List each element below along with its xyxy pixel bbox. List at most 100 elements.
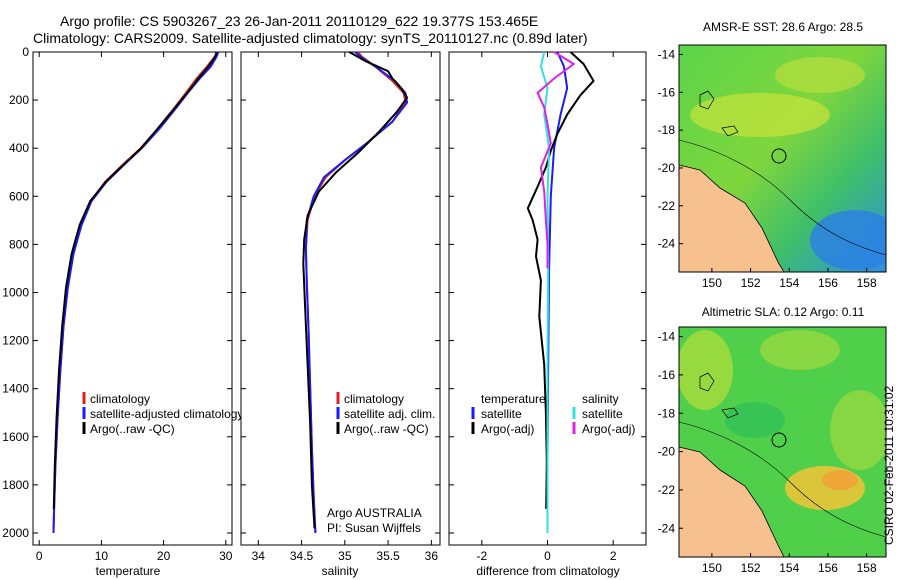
sst-warm-patch bbox=[690, 93, 830, 137]
legend-temp-argo-label: Argo(-adj) bbox=[481, 422, 534, 436]
map-y-tick-label: -14 bbox=[658, 330, 676, 344]
legend-salinity-title: salinity bbox=[582, 392, 619, 406]
sst-map-ticks: 150 152 154 156 158 -14 -16 -18 -20 -22 -24 bbox=[658, 47, 877, 290]
series-line-salinity-satellite bbox=[539, 51, 551, 533]
map-y-tick-label: -16 bbox=[658, 368, 676, 382]
legend-argo-label: Argo(..raw -QC) bbox=[90, 422, 175, 436]
x-tick-label: -2 bbox=[476, 549, 487, 563]
sst-argo-marker bbox=[771, 148, 787, 164]
difference-ticks: -2 0 2 bbox=[449, 51, 646, 563]
x-tick-label: 36 bbox=[425, 549, 439, 563]
map-x-tick-label: 154 bbox=[779, 561, 799, 575]
x-tick-label: 0 bbox=[544, 549, 551, 563]
map-y-tick-label: -24 bbox=[658, 237, 676, 251]
map-y-tick-label: -22 bbox=[658, 483, 676, 497]
legend-temperature-title: temperature bbox=[481, 392, 546, 406]
series-line-argo-raw-qc- bbox=[302, 51, 409, 529]
y-tick-label: 2000 bbox=[2, 526, 29, 540]
y-tick-label: 200 bbox=[9, 93, 29, 107]
y-tick-label: 800 bbox=[9, 237, 29, 251]
salinity-series bbox=[302, 51, 409, 534]
x-tick-label: 35.5 bbox=[376, 549, 400, 563]
sla-patch bbox=[830, 390, 886, 470]
legend-climatology-label: climatology bbox=[90, 392, 150, 406]
map-x-tick-label: 156 bbox=[818, 276, 838, 290]
y-tick-label: 1200 bbox=[2, 334, 29, 348]
map-y-tick-label: -24 bbox=[658, 521, 676, 535]
map-x-tick-label: 154 bbox=[779, 276, 799, 290]
salinity-xlabel: salinity bbox=[322, 564, 359, 578]
sst-shelf-contour bbox=[679, 139, 886, 256]
map-y-tick-label: -20 bbox=[658, 161, 676, 175]
map-y-tick-label: -18 bbox=[658, 406, 676, 420]
legend-sal-satellite-label: satellite bbox=[582, 407, 623, 421]
csiro-timestamp: CSIRO 02-Feb-2011 10:31:02 bbox=[882, 385, 896, 545]
sla-map-ticks: 150 152 154 156 158 -14 -16 -18 -20 -22 -24 bbox=[658, 330, 877, 575]
legend-climatology-label: climatology bbox=[344, 392, 404, 406]
sst-reef-outline bbox=[699, 90, 739, 137]
legend-satellite-label: satellite-adjusted climatology bbox=[90, 407, 243, 421]
map-y-tick-label: -16 bbox=[658, 85, 676, 99]
x-tick-label: 10 bbox=[95, 549, 109, 563]
sla-shelf-contour bbox=[679, 421, 886, 538]
legend-temp-satellite-label: satellite bbox=[481, 407, 522, 421]
annotation-pi: PI: Susan Wijffels bbox=[327, 521, 421, 535]
y-tick-label: 1800 bbox=[2, 478, 29, 492]
y-tick-label: 0 bbox=[22, 45, 29, 59]
x-tick-label: 2 bbox=[610, 549, 617, 563]
sst-map-frame bbox=[678, 44, 887, 273]
series-line-argo-raw-qc- bbox=[52, 51, 218, 509]
sla-map-field bbox=[679, 327, 886, 557]
sst-map-panel: AMSR-E SST: 28.6 Argo: 28.5 150 152 154 156… bbox=[658, 20, 887, 290]
y-tick-label: 1000 bbox=[2, 285, 29, 299]
map-x-tick-label: 158 bbox=[857, 561, 877, 575]
series-line-temperature-argo-adj- bbox=[526, 51, 595, 509]
y-tick-label: 1600 bbox=[2, 430, 29, 444]
y-tick-label: 600 bbox=[9, 189, 29, 203]
temperature-legend: climatology satellite-adjusted climatolo… bbox=[82, 392, 243, 436]
sla-high-core bbox=[822, 470, 858, 490]
difference-xlabel: difference from climatology bbox=[476, 564, 619, 578]
x-tick-label: 35 bbox=[338, 549, 352, 563]
map-y-tick-label: -18 bbox=[658, 123, 676, 137]
map-x-tick-label: 156 bbox=[818, 561, 838, 575]
sla-low-patch bbox=[725, 402, 785, 438]
annotation-argo-australia: Argo AUSTRALIA bbox=[327, 506, 422, 520]
sla-map-panel: Altimetric SLA: 0.12 Argo: 0.11 150 152 15… bbox=[658, 305, 887, 575]
sst-map-title: AMSR-E SST: 28.6 Argo: 28.5 bbox=[703, 20, 863, 34]
y-tick-label: 1400 bbox=[2, 382, 29, 396]
map-x-tick-label: 152 bbox=[741, 276, 761, 290]
y-tick-label: 400 bbox=[9, 141, 29, 155]
legend-sal-argo-label: Argo(-adj) bbox=[582, 422, 635, 436]
sst-map-field bbox=[679, 45, 886, 272]
sla-reef-outline bbox=[699, 372, 739, 419]
x-tick-label: 0 bbox=[36, 549, 43, 563]
salinity-panel: 34 34.5 35 35.5 36 salinity climatology sate… bbox=[240, 51, 441, 578]
map-x-tick-label: 150 bbox=[702, 276, 722, 290]
temperature-panel: 0 10 20 30 0 200 400 600 800 1000 1200 1400 1600 1800… bbox=[2, 45, 243, 578]
temperature-axes-frame bbox=[32, 51, 233, 546]
map-x-tick-label: 150 bbox=[702, 561, 722, 575]
x-tick-label: 34 bbox=[252, 549, 266, 563]
sla-high-patch bbox=[785, 466, 865, 510]
salinity-ticks: 34 34.5 35 35.5 36 bbox=[241, 51, 440, 563]
map-x-tick-label: 158 bbox=[857, 276, 877, 290]
difference-series bbox=[526, 51, 595, 533]
map-x-tick-label: 152 bbox=[741, 561, 761, 575]
sla-argo-marker bbox=[771, 432, 787, 448]
temperature-ticks: 0 10 20 30 0 200 400 600 800 1000 1200 1400 1600 1800… bbox=[2, 45, 232, 563]
salinity-legend: climatology satellite adj. clim. Argo(..… bbox=[336, 392, 435, 436]
difference-legend: temperature satellite Argo(-adj) salinit… bbox=[471, 392, 635, 436]
x-tick-label: 30 bbox=[219, 549, 233, 563]
sla-patch bbox=[760, 330, 840, 370]
difference-panel: -2 0 2 difference from climatology tempera… bbox=[448, 51, 647, 578]
figure-title-line1: Argo profile: CS 5903267_23 26-Jan-2011 … bbox=[60, 13, 538, 29]
legend-argo-label: Argo(..raw -QC) bbox=[344, 422, 429, 436]
legend-satellite-label: satellite adj. clim. bbox=[344, 407, 435, 421]
figure-title-line2: Climatology: CARS2009. Satellite-adjuste… bbox=[33, 30, 588, 46]
map-y-tick-label: -14 bbox=[658, 47, 676, 61]
sla-land-coast bbox=[679, 446, 785, 557]
sla-map-frame bbox=[678, 326, 887, 558]
map-y-tick-label: -22 bbox=[658, 199, 676, 213]
